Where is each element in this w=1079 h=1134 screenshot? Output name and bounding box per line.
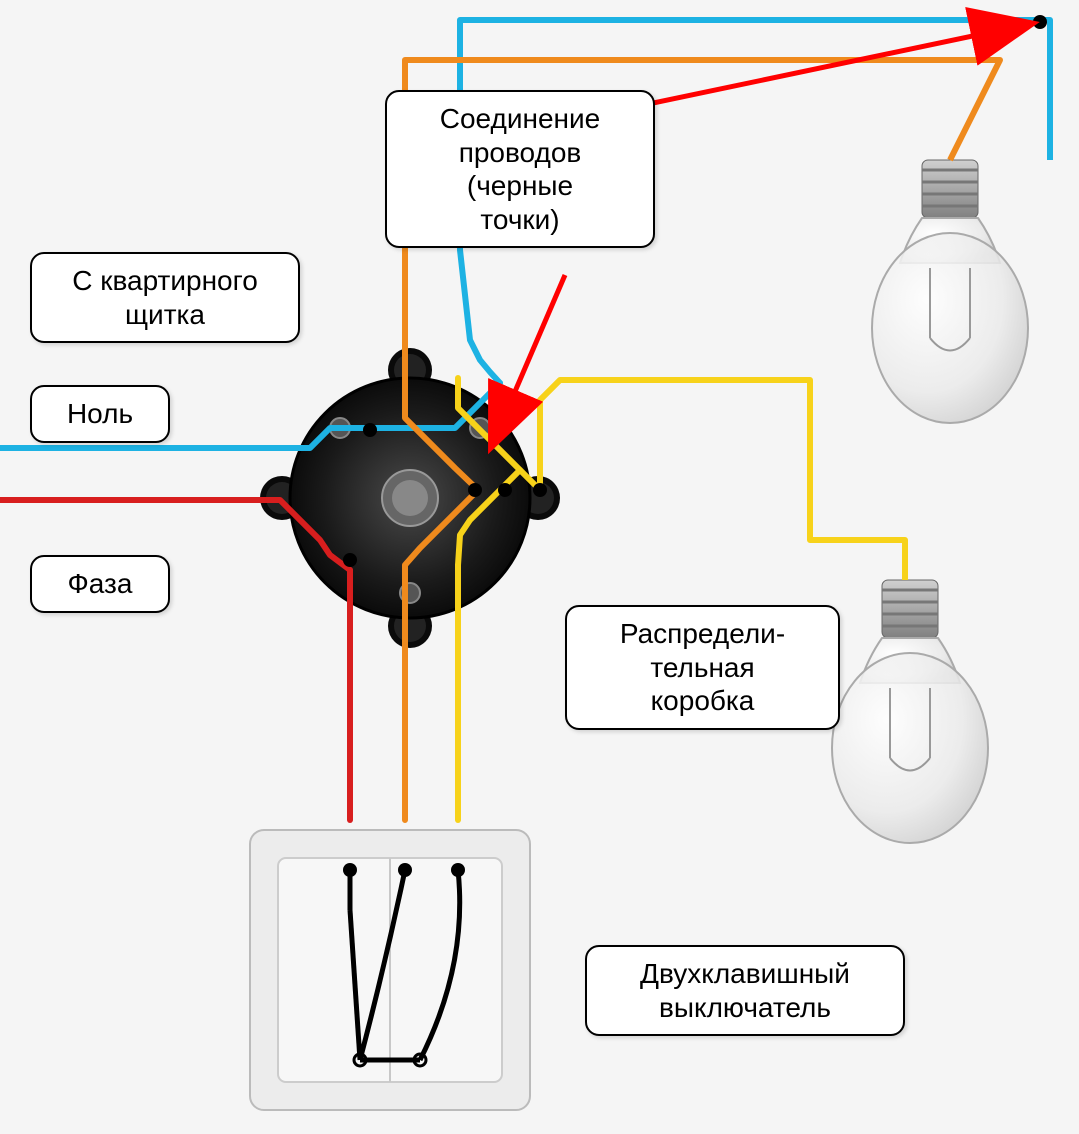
label-phase: Фаза — [30, 555, 170, 613]
label-junction-box: Распредели- тельная коробка — [565, 605, 840, 730]
label-neutral: Ноль — [30, 385, 170, 443]
wiring-diagram-canvas: Соединение проводов (черные точки) С ква… — [0, 0, 1079, 1134]
label-switch: Двухклавишный выключатель — [585, 945, 905, 1036]
label-connection: Соединение проводов (черные точки) — [385, 90, 655, 248]
label-from-panel: С квартирного щитка — [30, 252, 300, 343]
